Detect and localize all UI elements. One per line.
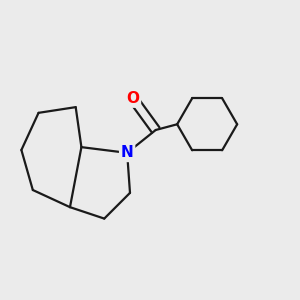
Text: O: O (126, 91, 140, 106)
Text: N: N (121, 146, 134, 160)
